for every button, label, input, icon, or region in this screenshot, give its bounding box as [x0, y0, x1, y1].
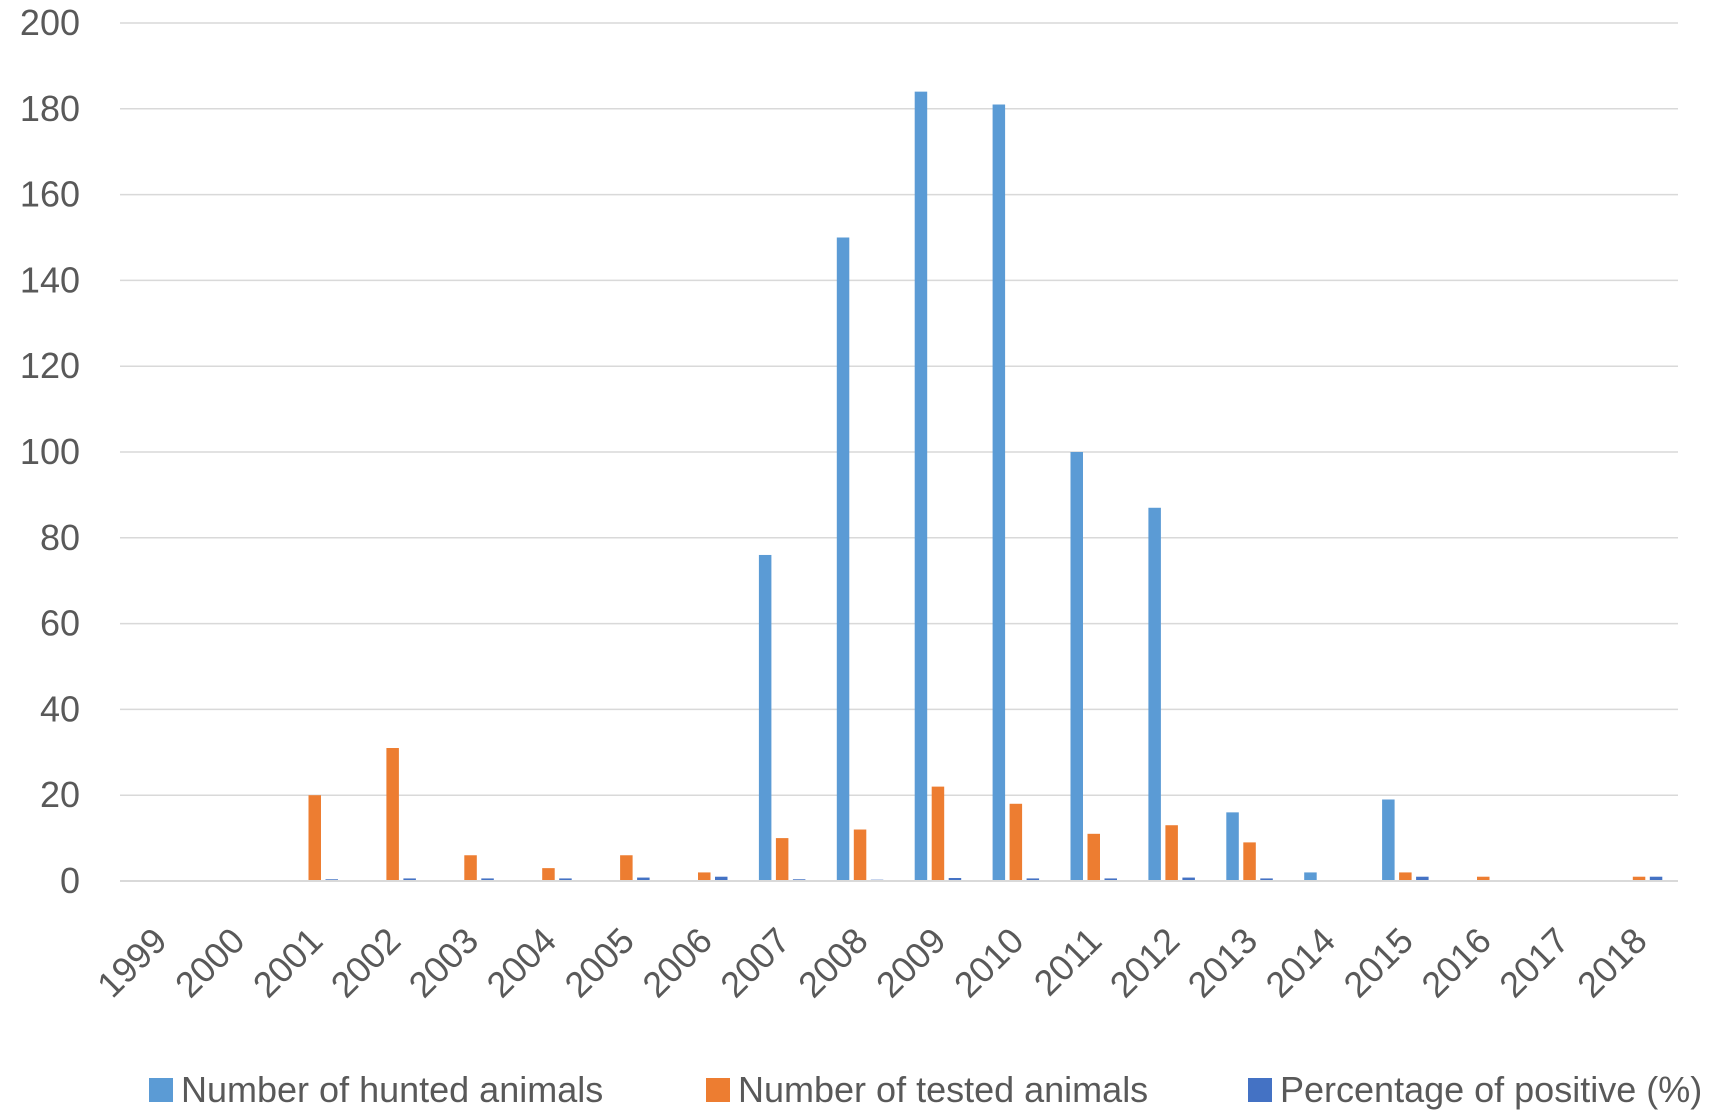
y-tick-label: 0	[60, 860, 80, 901]
y-tick-label: 160	[20, 174, 80, 215]
bar-tested	[1399, 872, 1412, 881]
x-tick-label: 2002	[323, 920, 409, 1006]
bar-hunted	[1382, 799, 1395, 881]
bar-hunted	[1226, 812, 1239, 881]
gridlines	[120, 22, 1678, 796]
bar-tested	[1009, 803, 1023, 881]
bar-tested	[464, 855, 477, 881]
bars	[308, 91, 1663, 881]
legend-swatch-hunted	[149, 1078, 173, 1102]
x-tick-label: 2006	[634, 920, 720, 1006]
legend-label-hunted: Number of hunted animals	[181, 1069, 604, 1110]
bar-tested	[931, 786, 945, 881]
bar-tested	[542, 868, 555, 881]
y-tick-label: 180	[20, 88, 80, 129]
bar-tested	[308, 795, 321, 881]
y-tick-label: 100	[20, 431, 80, 472]
bar-positive	[948, 877, 962, 881]
x-tick-label: 2011	[1026, 920, 1110, 1004]
x-tick-label: 2004	[478, 920, 564, 1006]
x-tick-label: 2003	[401, 920, 487, 1006]
y-tick-label: 20	[40, 774, 80, 815]
bar-tested	[853, 829, 867, 881]
bar-tested	[1477, 876, 1490, 881]
y-tick-label: 200	[20, 2, 80, 43]
bar-positive	[715, 876, 728, 881]
bar-positive	[1182, 877, 1195, 881]
bar-hunted	[992, 104, 1006, 881]
x-axis-ticks: 1999200020012002200320042005200620072008…	[89, 920, 1655, 1006]
bar-tested	[1165, 825, 1178, 881]
bar-positive	[403, 878, 416, 881]
legend: Number of hunted animals Number of teste…	[0, 1068, 1736, 1112]
x-tick-label: 2010	[946, 920, 1032, 1006]
y-tick-label: 40	[40, 688, 80, 729]
bar-hunted	[1304, 872, 1317, 881]
y-tick-label: 80	[40, 517, 80, 558]
x-tick-label: 2014	[1257, 920, 1343, 1006]
y-tick-label: 140	[20, 259, 80, 300]
x-tick-label: 2015	[1335, 920, 1421, 1006]
x-tick-label: 2013	[1180, 920, 1266, 1006]
bar-hunted	[758, 554, 772, 881]
bar-tested	[775, 838, 789, 881]
legend-item-hunted: Number of hunted animals	[149, 1068, 603, 1112]
bar-chart: 0 20 40 60 80 100 120 140 160 180 200 199920002001…	[20, 2, 1678, 1006]
y-tick-label: 60	[40, 603, 80, 644]
bar-positive	[1104, 878, 1117, 881]
legend-label-positive: Percentage of positive (%)	[1280, 1069, 1703, 1110]
x-tick-label: 2001	[245, 920, 331, 1006]
bar-tested	[1632, 876, 1646, 881]
x-tick-label: 2012	[1102, 920, 1188, 1006]
bar-hunted	[1070, 452, 1083, 881]
legend-swatch-positive	[1248, 1078, 1272, 1102]
x-tick-label: 2018	[1569, 920, 1655, 1006]
bar-hunted	[836, 237, 850, 881]
bar-hunted	[914, 91, 928, 881]
x-tick-label: 2016	[1413, 920, 1499, 1006]
x-tick-label: 2005	[556, 920, 642, 1006]
x-tick-label: 2017	[1491, 920, 1577, 1006]
bar-positive	[637, 877, 650, 881]
bar-tested	[386, 748, 399, 881]
legend-item-positive: Percentage of positive (%)	[1248, 1068, 1702, 1112]
bar-positive	[1649, 876, 1663, 881]
bar-positive	[481, 878, 494, 881]
legend-swatch-tested	[706, 1078, 730, 1102]
bar-positive	[559, 878, 572, 881]
bar-tested	[1243, 842, 1256, 881]
bar-tested	[698, 872, 711, 881]
legend-item-tested: Number of tested animals	[706, 1068, 1148, 1112]
y-axis-ticks: 0 20 40 60 80 100 120 140 160 180 200	[20, 2, 80, 901]
bar-positive	[1260, 878, 1273, 881]
bar-tested	[620, 855, 633, 881]
x-tick-label: 2009	[868, 920, 954, 1006]
x-tick-label: 2000	[167, 920, 253, 1006]
bar-tested	[1087, 833, 1100, 881]
legend-label-tested: Number of tested animals	[738, 1069, 1149, 1110]
y-tick-label: 120	[20, 345, 80, 386]
bar-positive	[1416, 876, 1429, 881]
x-tick-label: 2008	[790, 920, 876, 1006]
x-tick-label: 2007	[712, 920, 798, 1006]
x-tick-label: 1999	[89, 920, 175, 1006]
bar-hunted	[1148, 507, 1161, 881]
bar-positive	[1026, 878, 1040, 881]
